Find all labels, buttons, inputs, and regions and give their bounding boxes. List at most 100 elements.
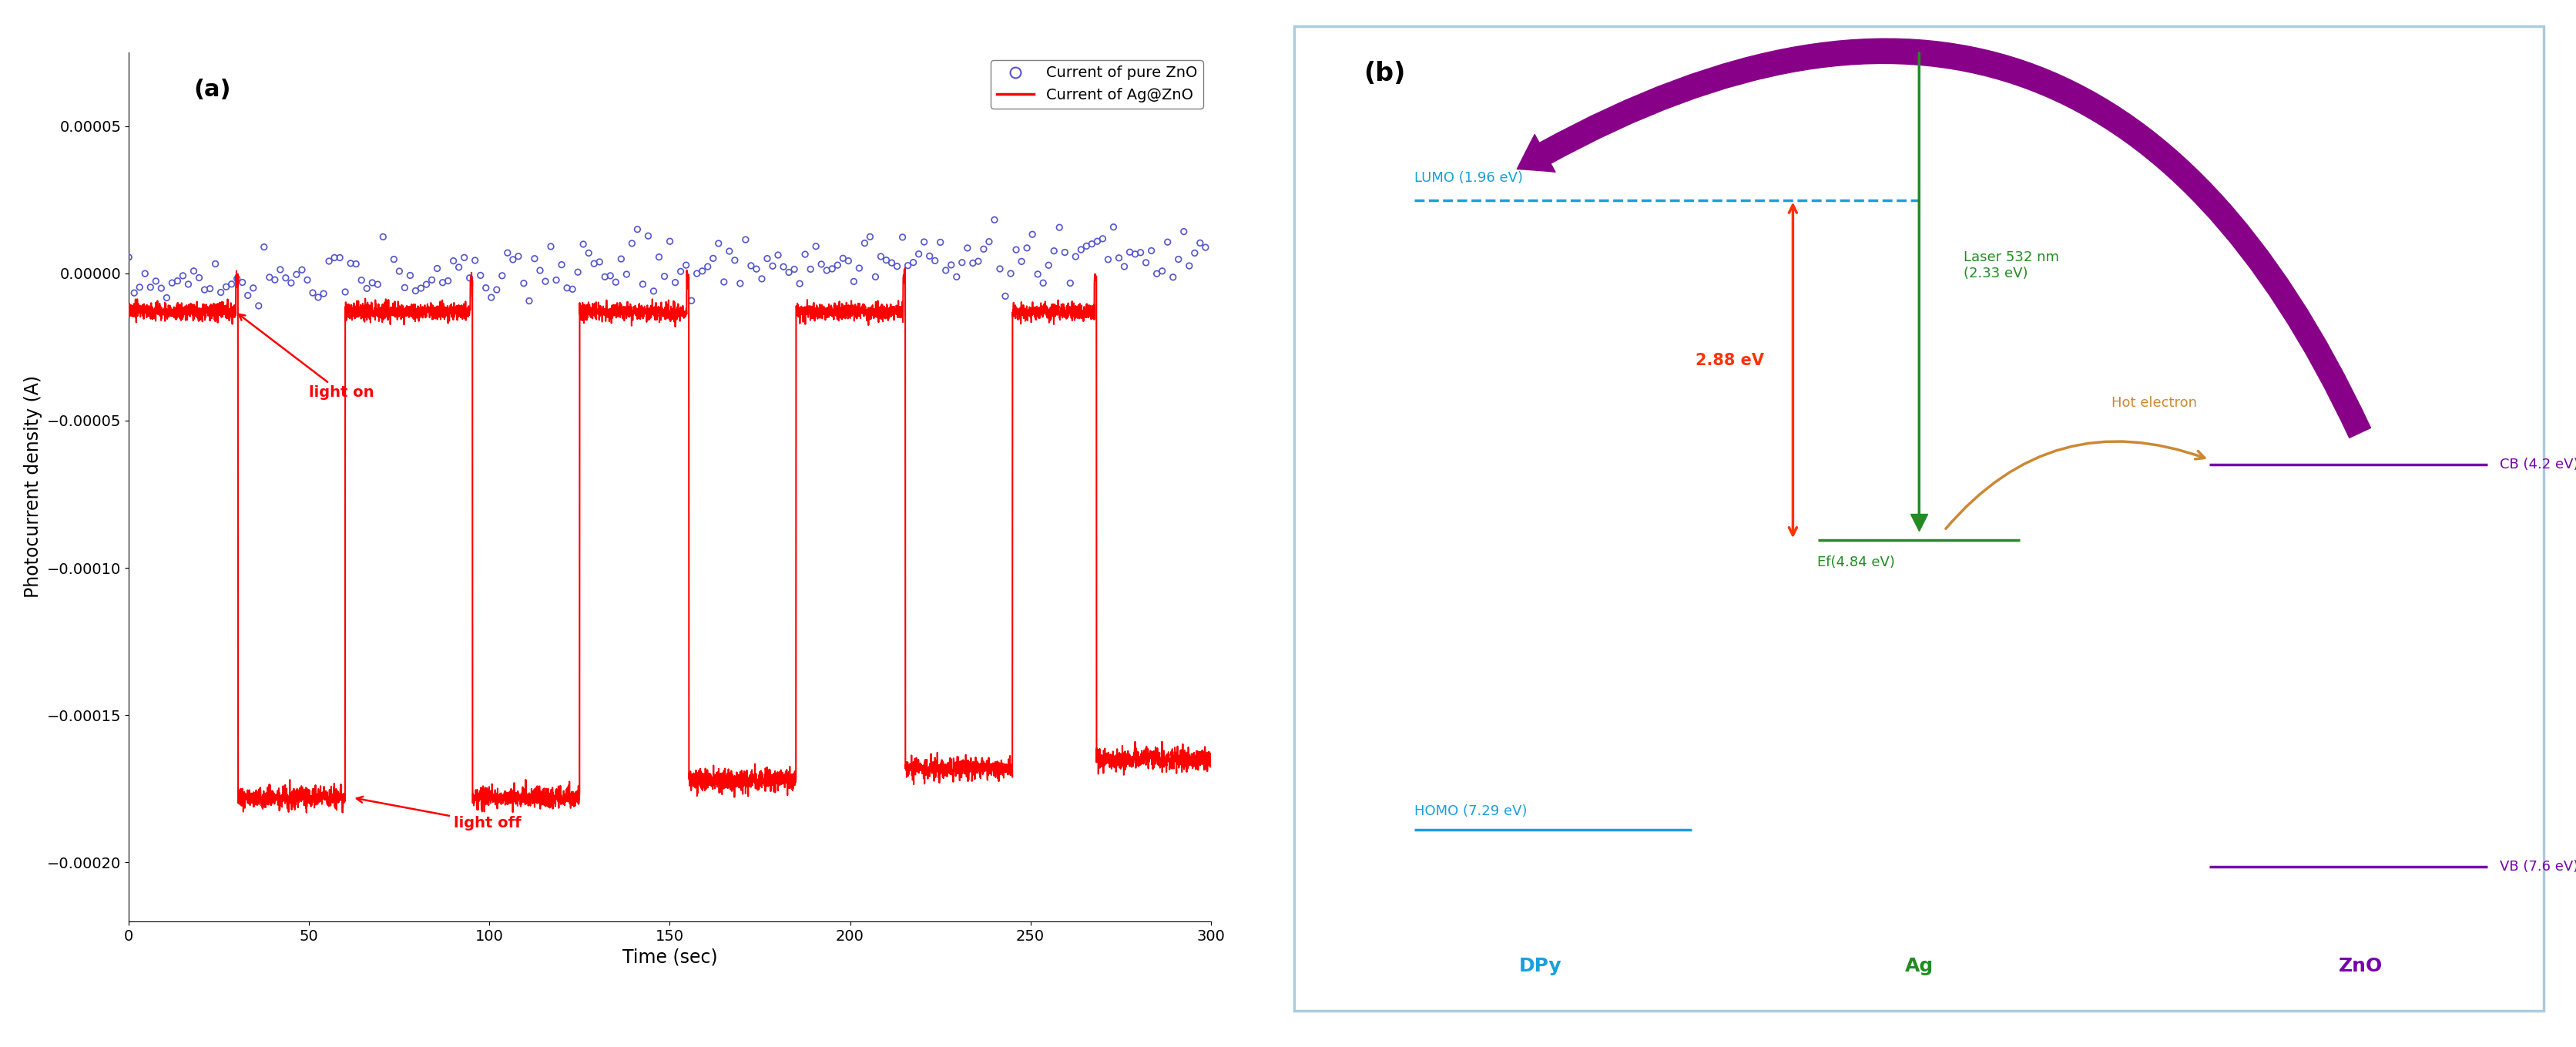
Point <box>353 274 394 291</box>
Point <box>407 276 448 293</box>
Point <box>930 257 971 273</box>
Point <box>227 287 268 304</box>
Point <box>693 250 734 267</box>
Point <box>304 285 345 302</box>
Point <box>1121 244 1162 261</box>
Point <box>461 267 502 284</box>
Point <box>497 248 538 265</box>
Point <box>1061 241 1103 258</box>
Point <box>536 271 577 288</box>
Point <box>526 273 567 290</box>
Y-axis label: Photocurrent density (A): Photocurrent density (A) <box>23 376 44 598</box>
Point <box>281 262 322 279</box>
Point <box>152 274 193 291</box>
Point <box>920 233 961 250</box>
Point <box>732 258 773 274</box>
Text: Laser 532 nm
(2.33 eV): Laser 532 nm (2.33 eV) <box>1963 250 2058 281</box>
Point <box>1141 263 1182 280</box>
Point <box>531 238 572 254</box>
Point <box>222 274 263 291</box>
Point <box>989 265 1030 282</box>
Point <box>639 248 680 265</box>
Point <box>822 250 863 267</box>
Point <box>562 236 603 252</box>
Point <box>994 242 1036 259</box>
Point <box>276 266 317 283</box>
Point <box>590 267 631 284</box>
Point <box>778 275 819 292</box>
Point <box>482 267 523 284</box>
Point <box>340 272 381 289</box>
Point <box>487 244 528 261</box>
Point <box>1007 240 1048 257</box>
Point <box>173 263 214 280</box>
Point <box>585 268 626 285</box>
Point <box>1136 265 1177 282</box>
Point <box>909 248 951 265</box>
Point <box>363 228 404 245</box>
Point <box>232 280 273 296</box>
Point <box>827 252 868 269</box>
Point <box>1157 251 1198 268</box>
Point <box>850 228 891 245</box>
Point <box>762 259 804 275</box>
Point <box>492 251 533 268</box>
Point <box>1097 249 1139 266</box>
Point <box>969 233 1010 250</box>
FancyBboxPatch shape <box>1293 26 2545 1010</box>
Point <box>855 268 896 285</box>
Point <box>477 282 518 298</box>
Point <box>216 270 258 287</box>
Point <box>129 279 170 295</box>
Point <box>471 289 513 306</box>
Point <box>137 273 178 290</box>
Point <box>124 265 165 282</box>
Text: CB (4.2 eV): CB (4.2 eV) <box>2499 458 2576 471</box>
Point <box>665 257 706 273</box>
Point <box>183 282 224 298</box>
Point <box>374 251 415 268</box>
Point <box>191 281 232 297</box>
Point <box>698 236 739 252</box>
Point <box>1033 243 1074 260</box>
Point <box>940 254 981 271</box>
Text: Ef(4.84 eV): Ef(4.84 eV) <box>1816 555 1896 570</box>
Point <box>520 262 562 279</box>
Point <box>683 263 724 280</box>
Point <box>255 271 296 288</box>
Point <box>546 280 587 296</box>
Text: light off: light off <box>355 797 520 830</box>
Point <box>742 270 783 287</box>
Text: Ag: Ag <box>1904 957 1935 975</box>
Point <box>389 267 430 284</box>
Point <box>886 258 927 274</box>
Point <box>1175 245 1216 262</box>
Point <box>108 249 149 266</box>
Point <box>286 271 327 288</box>
Legend: Current of pure ZnO, Current of Ag@ZnO: Current of pure ZnO, Current of Ag@ZnO <box>992 60 1203 109</box>
Point <box>384 280 425 296</box>
Point <box>1023 274 1064 291</box>
Point <box>556 264 598 281</box>
Point <box>860 248 902 265</box>
Point <box>1110 244 1151 261</box>
Point <box>806 262 848 279</box>
Point <box>796 238 837 254</box>
Point <box>507 292 549 309</box>
Point <box>757 247 799 264</box>
Point <box>319 249 361 266</box>
Point <box>654 274 696 291</box>
Point <box>894 254 935 271</box>
Text: DPy: DPy <box>1520 957 1561 975</box>
Point <box>113 285 155 302</box>
Point <box>1018 266 1059 283</box>
Point <box>453 252 495 269</box>
FancyArrowPatch shape <box>1517 39 2370 438</box>
Point <box>979 261 1020 277</box>
Point <box>1146 233 1188 250</box>
Point <box>466 280 507 296</box>
Point <box>611 235 652 251</box>
Point <box>832 273 873 290</box>
X-axis label: Time (sec): Time (sec) <box>623 948 716 966</box>
Point <box>574 255 616 272</box>
